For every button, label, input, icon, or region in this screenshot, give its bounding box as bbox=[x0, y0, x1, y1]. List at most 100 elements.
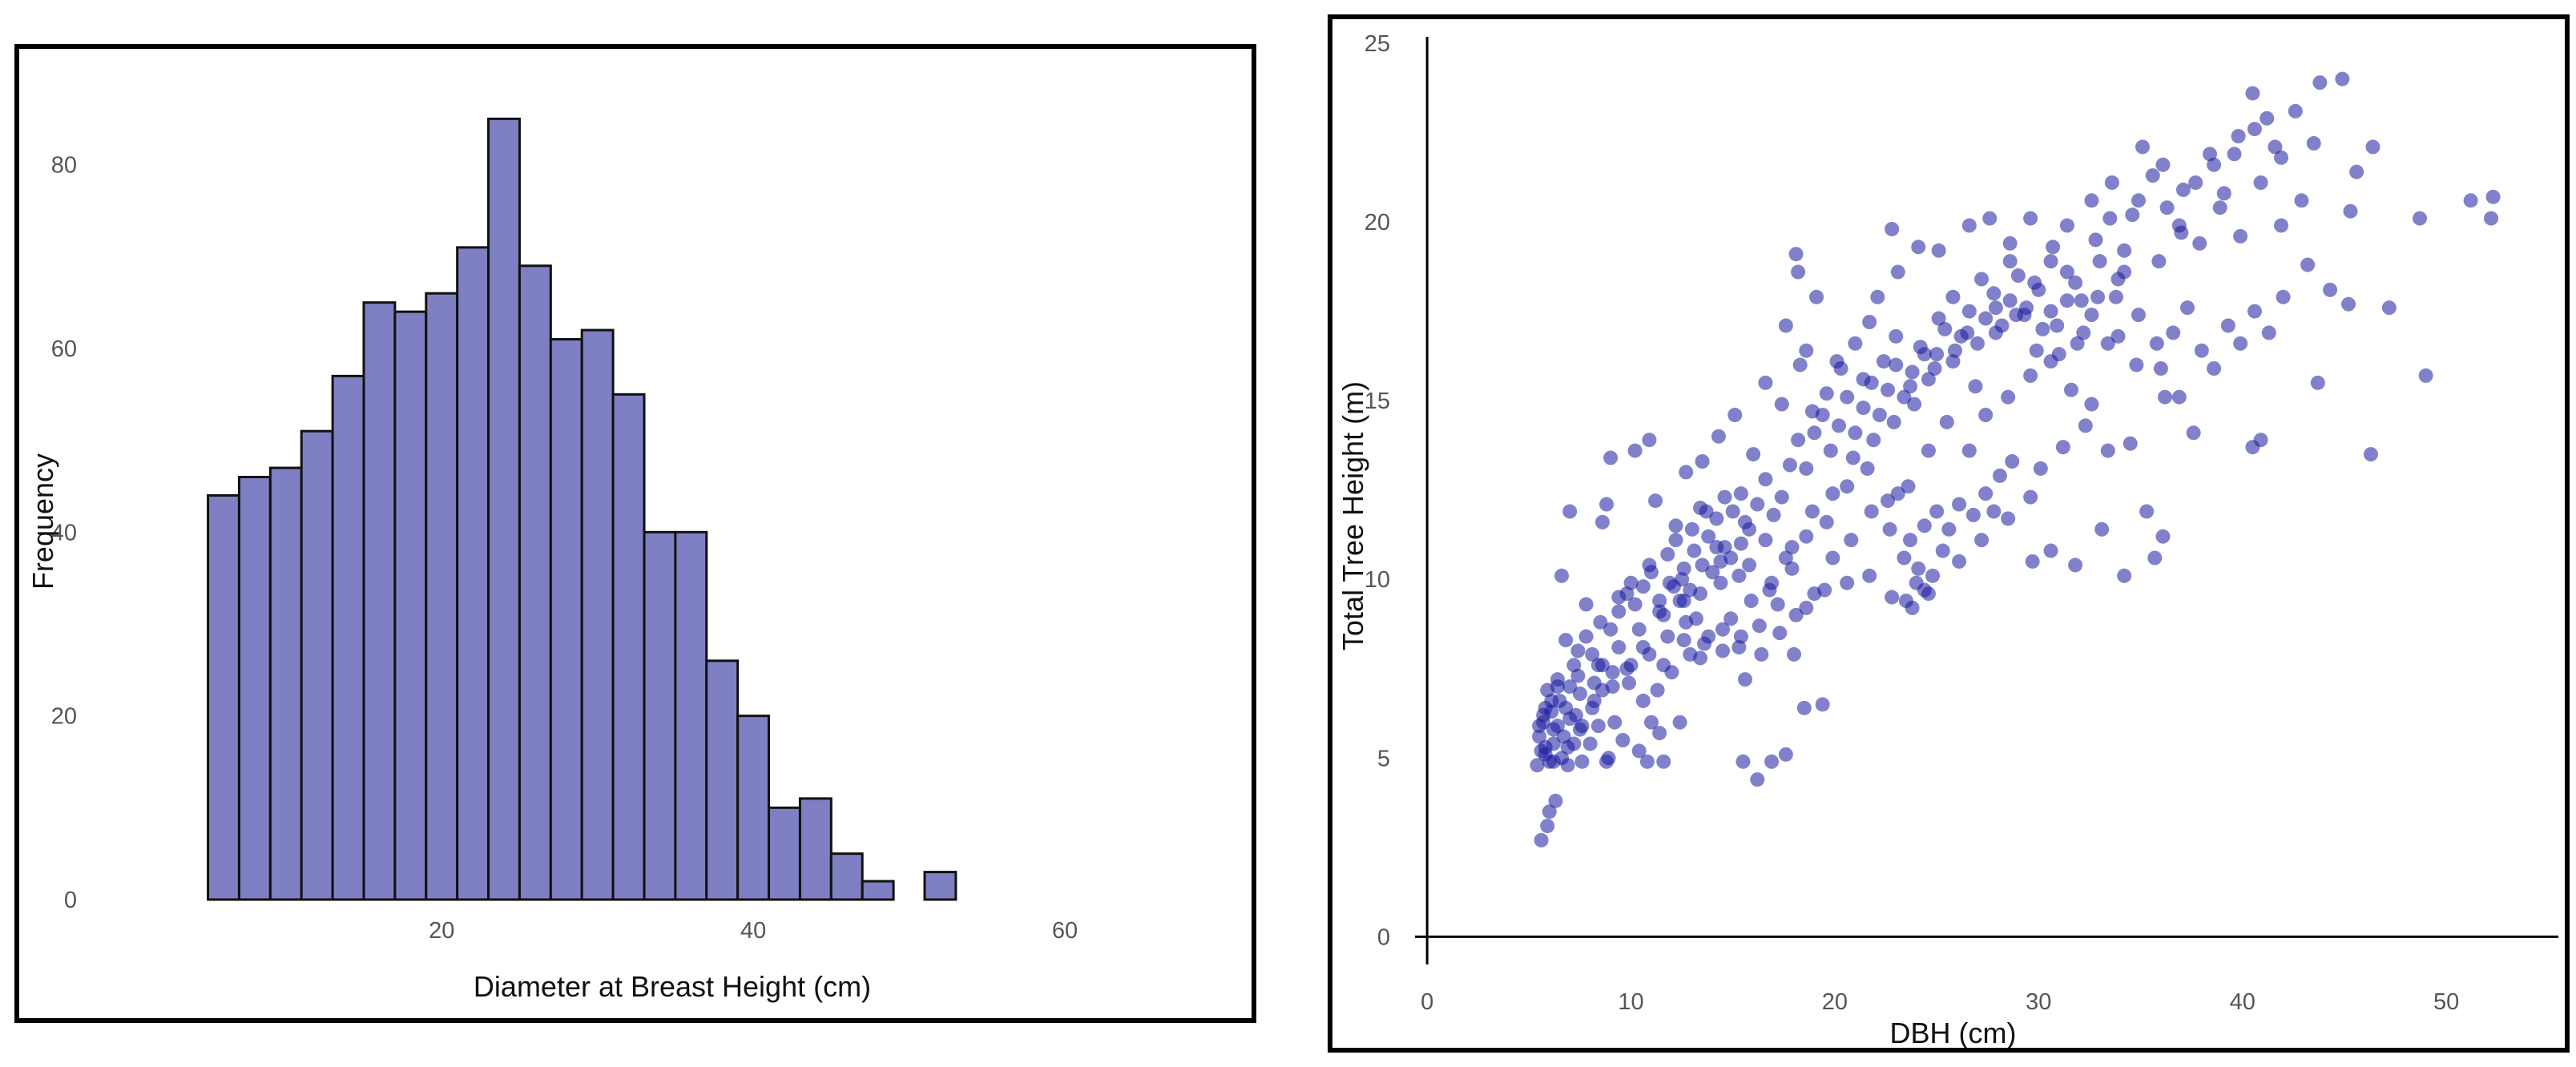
scatter-point-329 bbox=[2035, 321, 2050, 336]
scatter-point-127 bbox=[2131, 193, 2146, 208]
scatter-point-47 bbox=[1772, 626, 1788, 641]
scatter-point-81 bbox=[2001, 511, 2016, 526]
scatter-point-89 bbox=[2155, 529, 2171, 544]
y-axis-label: Total Tree Height (m) bbox=[1336, 381, 1369, 650]
scatter-point-286 bbox=[1684, 521, 1699, 537]
scatter-point-218 bbox=[2029, 343, 2044, 358]
scatter-point-150 bbox=[2463, 193, 2478, 208]
scatter-point-36 bbox=[1672, 715, 1687, 730]
scatter-point-230 bbox=[2274, 218, 2289, 233]
scatter-point-292 bbox=[1733, 486, 1748, 501]
histogram-chart: 0 20 40 60 80 20 40 60 Diameter at Breast Height… bbox=[26, 117, 1078, 1003]
scatter-point-369 bbox=[1572, 722, 1587, 737]
scatter-point-3 bbox=[1548, 793, 1563, 808]
scatter-point-291 bbox=[1725, 504, 1740, 519]
scatter-point-242 bbox=[1911, 240, 1926, 255]
scatter-point-178 bbox=[1799, 529, 1814, 544]
scatter-point-256 bbox=[2207, 157, 2222, 172]
histogram-bar-14 bbox=[643, 530, 677, 901]
scatter-point-339 bbox=[2117, 264, 2132, 280]
scatter-point-386 bbox=[1929, 504, 1945, 519]
scatter-point-134 bbox=[2231, 129, 2246, 143]
scatter-point-397 bbox=[2247, 304, 2262, 319]
scatter-point-379 bbox=[1731, 568, 1747, 583]
scatter-point-380 bbox=[1952, 497, 1967, 512]
histogram-bar-1 bbox=[237, 476, 272, 901]
scatter-point-93 bbox=[2068, 558, 2083, 573]
scatter-point-280 bbox=[1635, 579, 1651, 594]
scatter-point-136 bbox=[2260, 111, 2275, 126]
scatter-point-197 bbox=[1622, 675, 1636, 691]
scatter-point-208 bbox=[1825, 486, 1840, 501]
scatter-point-140 bbox=[2312, 75, 2328, 91]
scatter-point-19 bbox=[1593, 614, 1608, 630]
y-tick-label-0: 0 bbox=[64, 888, 77, 913]
scatter-point-165 bbox=[2064, 382, 2079, 397]
scatter-point-314 bbox=[1913, 340, 1928, 355]
scatter-point-320 bbox=[1961, 304, 1977, 319]
scatter-point-341 bbox=[1917, 582, 1932, 598]
scatter-point-307 bbox=[1856, 401, 1871, 416]
scatter-point-350 bbox=[1788, 607, 1804, 622]
scatter-point-201 bbox=[1683, 646, 1698, 662]
scatter-point-323 bbox=[1986, 286, 2002, 301]
histogram-bar-12 bbox=[580, 328, 615, 901]
scatter-point-231 bbox=[2294, 193, 2309, 208]
scatter-point-229 bbox=[2253, 175, 2268, 190]
scatter-point-48 bbox=[1787, 646, 1802, 662]
scatter-point-393 bbox=[2194, 343, 2209, 358]
scatter-point-270 bbox=[1607, 715, 1623, 730]
scatter-point-361 bbox=[1586, 693, 1602, 708]
scatter-point-355 bbox=[1697, 636, 1712, 651]
histogram-bar-10 bbox=[518, 264, 552, 901]
scatter-point-94 bbox=[2043, 543, 2058, 558]
scatter-point-326 bbox=[2010, 268, 2026, 283]
scatter-point-249 bbox=[2059, 218, 2074, 233]
scatter-point-327 bbox=[2019, 300, 2034, 316]
scatter-point-63 bbox=[1717, 489, 1732, 505]
scatter-point-88 bbox=[2139, 504, 2155, 519]
scatter-point-110 bbox=[1889, 328, 1904, 344]
scatter-point-243 bbox=[1931, 243, 1946, 258]
y-tick-label-4: 20 bbox=[1365, 210, 1390, 236]
scatter-point-352 bbox=[1752, 618, 1767, 634]
scatter-point-80 bbox=[1986, 504, 2002, 519]
scatter-point-159 bbox=[2171, 389, 2187, 405]
scatter-point-233 bbox=[1788, 247, 1804, 262]
scatter-point-2 bbox=[1542, 804, 1557, 819]
scatter-point-163 bbox=[2110, 328, 2126, 344]
scatter-point-32 bbox=[1631, 743, 1647, 759]
scatter-point-105 bbox=[1819, 386, 1834, 401]
scatter-point-383 bbox=[1992, 468, 2007, 483]
scatter-point-278 bbox=[1619, 586, 1635, 602]
scatter-point-31 bbox=[1615, 733, 1631, 747]
scatter-point-309 bbox=[1872, 408, 1887, 422]
scatter-point-265 bbox=[1566, 736, 1582, 751]
scatter-point-288 bbox=[1701, 529, 1716, 544]
scatter-point-266 bbox=[1574, 754, 1590, 769]
scatter-point-161 bbox=[2149, 336, 2164, 351]
scatter-point-384 bbox=[2005, 454, 2020, 469]
scatter-point-227 bbox=[2212, 200, 2227, 215]
scatter-point-308 bbox=[1864, 375, 1879, 390]
scatter-point-71 bbox=[1840, 575, 1855, 590]
scatter-point-148 bbox=[2381, 300, 2397, 316]
scatter-point-290 bbox=[1717, 540, 1732, 555]
scatter-point-299 bbox=[1791, 433, 1806, 448]
scatter-point-295 bbox=[1758, 472, 1773, 487]
histogram-bar-0 bbox=[207, 493, 240, 901]
scatter-point-77 bbox=[1935, 543, 1950, 558]
scatter-point-390 bbox=[2153, 361, 2168, 376]
scatter-point-138 bbox=[2288, 103, 2303, 119]
scatter-point-325 bbox=[2002, 293, 2018, 308]
scatter-point-373 bbox=[1683, 582, 1698, 598]
scatter-point-129 bbox=[2159, 200, 2175, 215]
y-tick-label-2: 10 bbox=[1365, 567, 1390, 593]
scatter-point-44 bbox=[1738, 672, 1752, 687]
scatter-point-147 bbox=[2365, 139, 2380, 155]
scatter-point-27 bbox=[1627, 443, 1643, 458]
x-tick-label-5: 50 bbox=[2433, 989, 2459, 1015]
scatter-point-184 bbox=[1672, 594, 1687, 608]
scatter-point-396 bbox=[2233, 336, 2248, 351]
scatter-point-200 bbox=[1664, 665, 1679, 680]
